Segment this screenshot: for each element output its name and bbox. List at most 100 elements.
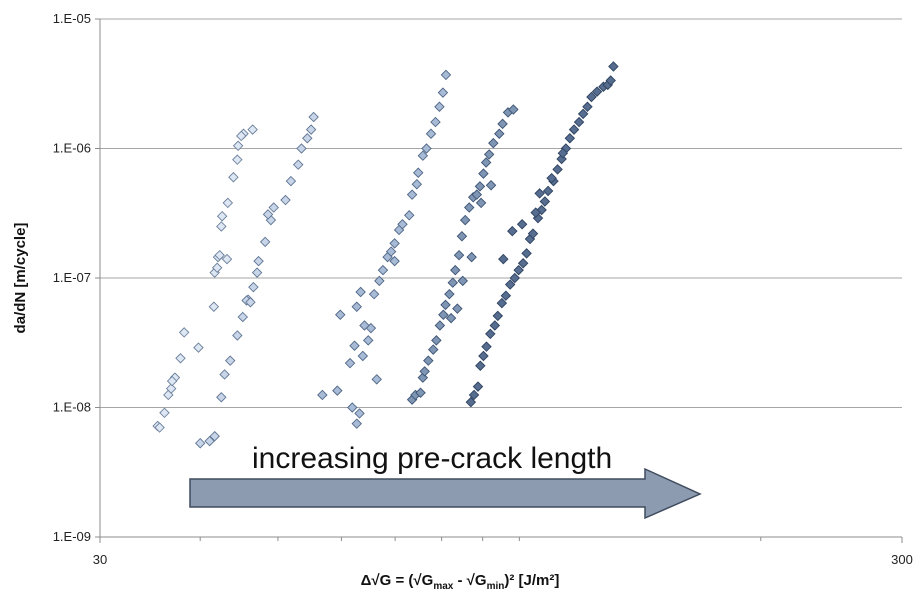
data-point: [485, 180, 497, 191]
series-3: [317, 69, 452, 429]
data-point: [488, 137, 499, 149]
data-point: [475, 360, 486, 372]
data-point: [232, 330, 243, 341]
data-point: [374, 275, 385, 287]
y-tick-label: 1.E-08: [53, 400, 91, 415]
data-point: [457, 275, 468, 287]
data-point: [368, 288, 380, 300]
data-point: [355, 286, 366, 298]
series-5: [465, 61, 619, 408]
data-point: [444, 288, 455, 300]
data-point: [216, 221, 227, 232]
gridlines: [100, 18, 902, 408]
data-point: [248, 281, 259, 293]
data-point: [445, 312, 457, 324]
data-point: [351, 418, 362, 429]
data-point: [285, 175, 297, 187]
data-point: [347, 402, 358, 413]
y-tick-label: 1.E-07: [53, 270, 91, 285]
data-point: [362, 335, 374, 346]
data-point: [608, 61, 619, 72]
data-point: [474, 181, 486, 192]
data-point: [237, 311, 249, 323]
data-point: [216, 210, 228, 222]
data-point: [262, 209, 274, 220]
data-point: [430, 116, 441, 128]
data-point: [419, 366, 430, 377]
data-point: [434, 101, 445, 113]
data-point: [159, 407, 170, 419]
data-point: [456, 231, 468, 242]
data-point: [478, 168, 489, 179]
tick-labels: 1.E-09 1.E-08 1.E-07 1.E-06 1.E-05 30 300: [53, 11, 913, 567]
y-tick-label: 1.E-06: [53, 141, 91, 156]
data-point: [259, 236, 271, 248]
data-point: [478, 350, 489, 362]
data-point: [440, 299, 451, 311]
data-point: [417, 150, 429, 161]
data-point: [292, 159, 304, 170]
data-point: [564, 133, 576, 144]
data-point: [492, 310, 504, 322]
data-point: [552, 164, 563, 175]
x-tick-label: 30: [93, 552, 107, 567]
data-point: [497, 118, 508, 130]
arrow-shape: [189, 467, 702, 520]
data-point: [509, 272, 521, 284]
data-point: [214, 249, 225, 261]
data-point: [245, 296, 256, 308]
data-point: [582, 101, 593, 113]
data-point: [475, 197, 487, 209]
data-point: [521, 248, 532, 259]
data-point: [546, 172, 557, 184]
data-point: [605, 75, 616, 86]
data-point: [437, 87, 449, 98]
data-point: [335, 309, 346, 321]
data-point: [211, 262, 223, 273]
data-point: [253, 255, 264, 267]
data-point: [466, 251, 477, 263]
data-point: [175, 353, 186, 364]
data-point: [397, 219, 408, 230]
data-point: [423, 355, 434, 366]
data-point: [166, 375, 178, 387]
data-points: [152, 61, 619, 449]
data-point: [434, 320, 446, 331]
data-point: [411, 178, 423, 190]
data-point: [508, 104, 519, 115]
data-point: [489, 320, 501, 331]
series-1: [152, 124, 258, 433]
data-point: [568, 124, 580, 135]
data-point: [557, 147, 569, 159]
data-point: [377, 264, 389, 276]
axes: [95, 18, 903, 543]
data-point: [247, 124, 258, 135]
data-point: [530, 207, 541, 218]
data-point: [216, 392, 227, 403]
data-point: [232, 154, 243, 165]
data-point: [219, 369, 230, 380]
data-point: [438, 309, 449, 321]
series-2: [194, 111, 319, 449]
data-point: [406, 189, 418, 200]
data-point: [464, 202, 475, 213]
data-point: [222, 197, 234, 209]
data-point: [573, 116, 585, 128]
data-point: [534, 188, 545, 199]
data-point: [404, 210, 415, 221]
data-point: [425, 128, 437, 139]
data-point: [440, 69, 452, 81]
series-4: [406, 104, 519, 405]
data-point: [459, 214, 471, 226]
data-point: [359, 320, 370, 331]
data-point: [344, 357, 356, 369]
data-point: [209, 430, 220, 442]
data-point: [498, 253, 509, 265]
data-point: [496, 297, 508, 309]
data-point: [465, 396, 477, 408]
data-point: [208, 301, 220, 312]
data-point: [481, 341, 492, 352]
data-point: [452, 303, 463, 314]
